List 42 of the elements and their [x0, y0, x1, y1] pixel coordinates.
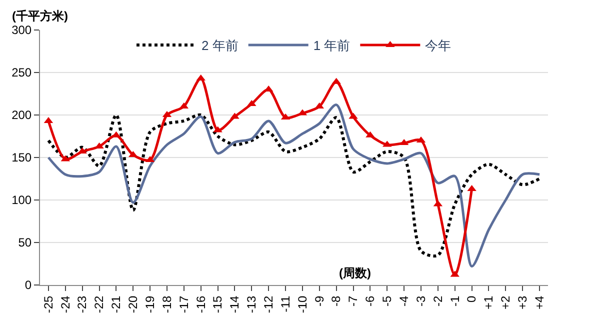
y-tick-label: 0	[24, 278, 32, 292]
x-tick-label: -23	[75, 295, 90, 314]
x-tick-label: -3	[414, 295, 428, 306]
x-tick-label: -18	[160, 295, 174, 314]
legend-label: 2 年前	[202, 38, 238, 54]
x-tick-label: -2	[430, 295, 445, 306]
y-tick-label: 100	[12, 193, 32, 208]
x-tick-label: -11	[278, 295, 292, 312]
x-tick-label: +2	[498, 295, 513, 310]
x-tick-label: +3	[516, 295, 530, 310]
x-tick-label: -7	[346, 295, 360, 306]
x-tick-label: -17	[176, 295, 191, 314]
y-tick-label: 150	[12, 150, 32, 165]
x-tick-label: -9	[312, 295, 326, 306]
x-tick-label: +4	[532, 295, 546, 310]
y-tick-label: 50	[18, 236, 32, 250]
legend-label: 今年	[425, 38, 452, 54]
x-tick-label: -20	[126, 295, 140, 314]
x-tick-label: -5	[380, 295, 394, 306]
x-tick-label: -12	[262, 295, 276, 314]
x-tick-label: -25	[41, 295, 56, 314]
x-tick-label: -14	[228, 295, 242, 314]
legend-label: 1 年前	[313, 38, 350, 54]
x-tick-label: -13	[244, 295, 259, 314]
x-tick-label: +1	[482, 295, 496, 310]
x-tick-label: -24	[58, 295, 72, 314]
x-tick-label: -19	[142, 295, 157, 314]
x-tick-label: -1	[448, 295, 462, 306]
x-tick-label: 0	[464, 295, 479, 302]
x-tick-label: -4	[396, 295, 411, 306]
x-tick-label: -15	[210, 295, 225, 314]
x-tick-label: -21	[109, 295, 124, 314]
x-tick-label: -10	[295, 295, 310, 314]
y-axis-title: (千平方米)	[12, 9, 68, 23]
y-tick-label: 250	[12, 66, 32, 80]
y-tick-label: 200	[12, 108, 32, 122]
y-tick-label: 300	[12, 23, 32, 38]
x-axis-title: (周数)	[339, 266, 371, 280]
x-tick-label: -22	[92, 295, 106, 314]
x-tick-label: -6	[363, 295, 378, 306]
x-tick-label: -8	[329, 295, 344, 306]
x-tick-label: -16	[194, 295, 208, 314]
